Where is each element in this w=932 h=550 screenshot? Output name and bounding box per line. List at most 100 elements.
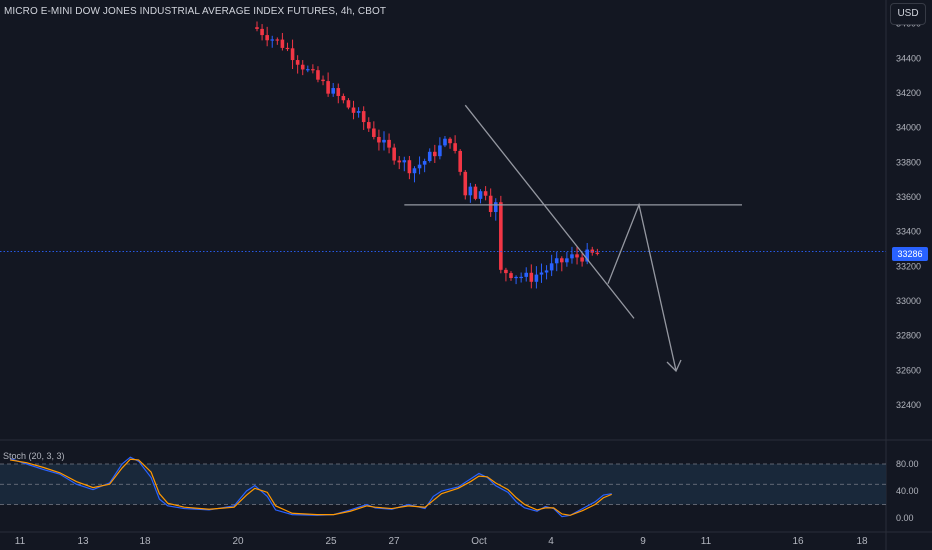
time-tick-label: 4 <box>548 536 554 547</box>
candle-body <box>306 69 310 71</box>
time-tick-label: 9 <box>640 536 646 547</box>
candle-body <box>468 186 473 196</box>
candle-body <box>438 145 442 157</box>
candle-body <box>361 111 366 123</box>
candle-body <box>509 273 513 279</box>
candle-body <box>346 100 351 108</box>
candle-body <box>539 272 544 275</box>
candle-body <box>448 138 452 144</box>
candle-body <box>366 122 371 129</box>
price-tick-label: 32400 <box>896 400 921 410</box>
candle-body <box>483 191 488 196</box>
time-axis[interactable]: 11 13 18 20 25 27 Oct 4 9 11 16 18 <box>15 536 868 547</box>
descending-trendline <box>464 104 635 319</box>
candle-body <box>260 28 264 36</box>
candle-body <box>377 136 381 143</box>
time-tick-label: 11 <box>701 536 712 547</box>
candle-body <box>285 47 290 50</box>
candle-body <box>392 147 396 161</box>
candle-body <box>387 139 391 148</box>
stoch-panel <box>0 463 886 505</box>
price-tick-label: 34400 <box>896 53 921 63</box>
candle-body <box>326 81 330 94</box>
candle-body <box>493 202 498 213</box>
price-tick-label: 33800 <box>896 157 921 167</box>
time-tick-label: 18 <box>139 536 151 547</box>
price-tick-label: 33000 <box>896 296 921 306</box>
candle-body <box>270 39 275 41</box>
price-tick-label: 33200 <box>896 261 921 271</box>
stoch-k-line <box>9 456 612 518</box>
candle-body <box>453 143 457 151</box>
candle-body <box>585 249 589 262</box>
candle-body <box>417 164 422 169</box>
candle-body <box>427 151 432 162</box>
candle-body <box>499 202 503 270</box>
candle-body <box>560 258 564 263</box>
candle-body <box>478 191 483 199</box>
time-tick-label: 13 <box>77 536 89 547</box>
candle-body <box>295 60 300 65</box>
candle-body <box>407 160 412 174</box>
time-tick-label: 16 <box>792 536 804 547</box>
stoch-tick-label: 0.00 <box>896 513 914 523</box>
candle-body <box>275 39 280 41</box>
candle-body <box>529 272 534 282</box>
candle-body <box>316 70 320 80</box>
stoch-tick-label: 80.00 <box>896 459 919 469</box>
candle-body <box>504 269 508 274</box>
candle-body <box>534 274 539 282</box>
candle-body <box>290 48 295 61</box>
candle-body <box>570 254 574 259</box>
candle-body <box>580 257 584 262</box>
candle-body <box>514 276 518 279</box>
candle-body <box>331 88 335 94</box>
candle-body <box>433 151 437 157</box>
stoch-axis[interactable]: 80.00 40.00 0.00 <box>896 459 919 523</box>
candle-body <box>473 186 478 199</box>
stoch-tick-label: 40.00 <box>896 486 919 496</box>
candle-body <box>321 79 325 82</box>
candle-body <box>519 276 523 279</box>
time-tick-label: 18 <box>856 536 868 547</box>
price-tick-label: 33600 <box>896 192 921 202</box>
candle-body <box>255 27 259 29</box>
time-tick-label: Oct <box>471 536 487 547</box>
last-price-tag: 33286 <box>892 247 928 261</box>
projected-path <box>607 202 677 371</box>
pattern-drawings <box>404 104 742 373</box>
candle-body <box>463 171 468 196</box>
candle-body <box>575 254 579 258</box>
candle-body <box>488 195 493 213</box>
candle-body <box>336 88 341 96</box>
candle-body <box>443 138 447 146</box>
currency-button[interactable]: USD <box>890 3 926 25</box>
candle-body <box>356 111 361 113</box>
price-tick-label: 32800 <box>896 331 921 341</box>
candle-body <box>311 69 315 71</box>
candle-body <box>300 64 305 70</box>
candle-body <box>565 258 569 263</box>
candle-body <box>524 272 529 277</box>
price-tick-label: 33400 <box>896 227 921 237</box>
projection-arrowhead <box>666 359 682 373</box>
time-tick-label: 25 <box>325 536 337 547</box>
price-axis[interactable]: 3460034400342003400033800336003340033200… <box>896 19 921 410</box>
time-tick-label: 27 <box>388 536 400 547</box>
candle-body <box>265 35 269 41</box>
candle-body <box>280 39 285 48</box>
stoch-lines <box>9 456 612 518</box>
candle-body <box>397 160 402 163</box>
candle-body <box>382 139 386 143</box>
candle-body <box>402 160 407 163</box>
stoch-indicator-label[interactable]: Stoch (20, 3, 3) <box>3 451 65 461</box>
candlestick-series <box>0 21 886 289</box>
price-tick-label: 32600 <box>896 365 921 375</box>
candle-body <box>412 168 417 174</box>
time-tick-label: 11 <box>15 536 26 547</box>
candle-body <box>351 107 356 113</box>
chart-title: MICRO E-MINI DOW JONES INDUSTRIAL AVERAG… <box>4 6 387 17</box>
candle-body <box>595 252 600 254</box>
